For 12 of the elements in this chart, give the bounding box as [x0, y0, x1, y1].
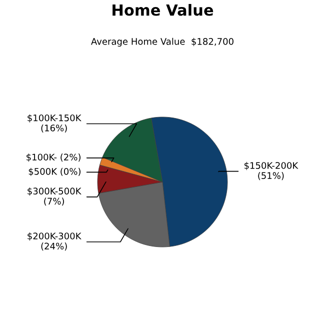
data-label: (7%): [44, 198, 64, 206]
legend-label: $500K (0%): [28, 168, 80, 176]
data-label: (51%): [258, 172, 284, 180]
slice-label: $200K-300K: [28, 232, 82, 241]
data-label: (16%): [41, 124, 67, 132]
data-label: (24%): [41, 242, 67, 251]
chart-title: Home Value: [112, 4, 214, 16]
slice-label: $100K- (2%): [26, 154, 80, 162]
slice-label: $150K-200K: [244, 162, 298, 170]
chart-subtitle: Average Home Value $182,700: [91, 38, 234, 47]
slice-label: $300K-500K: [28, 187, 82, 196]
slice-label: $100K-150K: [28, 114, 82, 123]
